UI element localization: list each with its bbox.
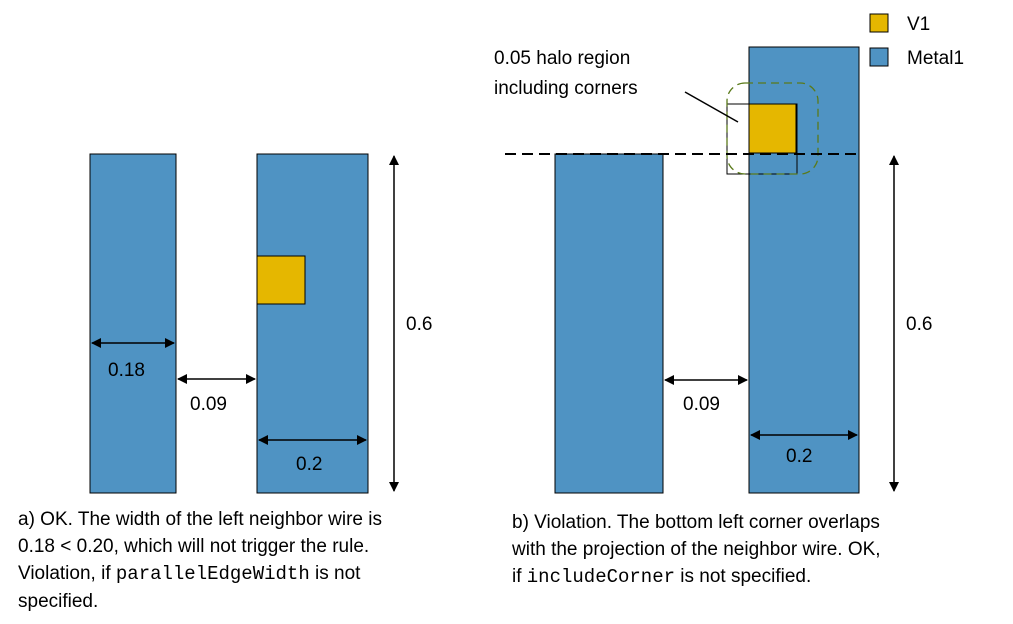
legend-v1-label: V1: [907, 14, 930, 35]
panel-a-length-label: 0.6: [406, 314, 432, 335]
panel-a-right-wire: [256, 153, 369, 494]
panel-a-caption-line2: 0.18 < 0.20, which will not trigger the …: [18, 536, 370, 557]
panel-a-wire-width-label: 0.2: [296, 454, 322, 475]
panel-b-length-label: 0.6: [906, 314, 932, 335]
panel-b-caption: b) Violation. The bottom left corner ove…: [512, 509, 1002, 591]
legend-metal1-swatch: [869, 47, 889, 67]
panel-b-halo-label-line1: 0.05 halo region: [494, 48, 630, 69]
include-corner-code: includeCorner: [526, 566, 676, 588]
panel-a-caption-line3-prefix: Violation, if: [18, 563, 116, 584]
panel-b-spacing-label: 0.09: [683, 394, 720, 415]
legend-v1-swatch: [869, 13, 889, 33]
panel-b-halo-outer: [726, 82, 819, 175]
panel-b-via: [748, 103, 797, 154]
panel-a-width-label: 0.18: [108, 360, 145, 381]
panel-b-caption-line2: with the projection of the neighbor wire…: [512, 539, 881, 560]
panel-b-caption-line3: if includeCorner is not specified.: [512, 563, 1002, 591]
panel-b-halo-pointer: [684, 91, 739, 123]
panel-b-caption-line1: b) Violation. The bottom left corner ove…: [512, 512, 880, 533]
panel-a-left-wire: [89, 153, 177, 494]
panel-a-caption-line1: a) OK. The width of the left neighbor wi…: [18, 509, 382, 530]
panel-b-left-wire: [554, 153, 664, 494]
panel-a-caption-line3: Violation, if parallelEdgeWidth is not: [18, 560, 488, 588]
panel-b-caption-line3-prefix: if: [512, 566, 527, 587]
panel-a-caption: a) OK. The width of the left neighbor wi…: [18, 506, 488, 615]
panel-a-via: [256, 255, 306, 305]
panel-a-spacing-label: 0.09: [190, 394, 227, 415]
panel-a-caption-line4: specified.: [18, 591, 99, 612]
parallel-edge-width-code: parallelEdgeWidth: [115, 563, 310, 585]
panel-b-halo-label-line2: including corners: [494, 78, 638, 99]
panel-a-caption-line3-suffix: is not: [309, 563, 361, 584]
panel-b-wire-width-label: 0.2: [786, 446, 812, 467]
legend-metal1-label: Metal1: [907, 48, 964, 69]
panel-b-caption-line3-suffix: is not specified.: [675, 566, 812, 587]
